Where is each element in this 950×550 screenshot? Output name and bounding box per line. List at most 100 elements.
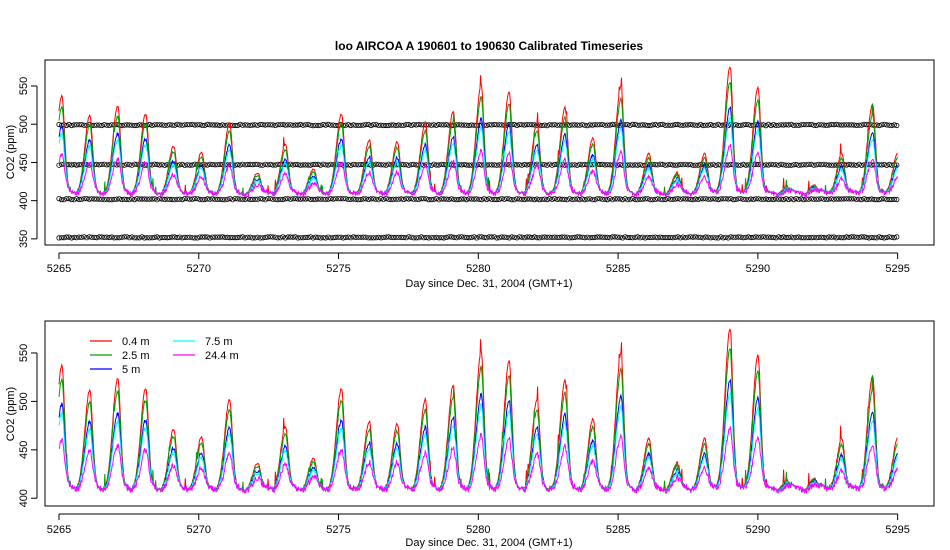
calibration-point [796, 162, 802, 168]
calibration-point [713, 196, 719, 202]
calibration-point [803, 122, 809, 128]
calibration-point [592, 122, 598, 128]
calibration-point [260, 235, 266, 241]
calibration-point [572, 162, 578, 168]
calibration-point [851, 234, 857, 240]
calibration-point [320, 161, 326, 167]
calibration-point [114, 235, 120, 241]
calibration-point [182, 122, 188, 128]
calibration-point [353, 196, 359, 202]
calibration-point [172, 197, 178, 203]
calibration-point [431, 196, 437, 202]
calibration-point [594, 122, 601, 128]
calibration-point [745, 197, 752, 203]
calibration-point [212, 196, 218, 202]
legend-label: 5 m [122, 364, 140, 376]
calibration-point [594, 196, 601, 202]
calibration-point [250, 196, 256, 202]
calibration-point [265, 234, 271, 240]
calibration-point [707, 235, 714, 241]
x-tick-label: 5270 [187, 524, 211, 536]
calibration-point [836, 122, 842, 128]
calibration-point [564, 234, 570, 240]
calibration-point [687, 196, 694, 202]
calibration-point [363, 196, 369, 202]
calibration-point [207, 122, 213, 128]
calibration-point [627, 234, 633, 241]
calibration-point [275, 122, 281, 128]
calibration-point [637, 196, 643, 202]
calibration-point [119, 196, 125, 203]
calibration-point [255, 122, 261, 128]
calibration-point [685, 122, 691, 128]
top-panel: loo AIRCOA A 190601 to 190630 Calibrated… [5, 39, 935, 290]
calibration-point [441, 196, 447, 202]
calibration-point [796, 122, 802, 129]
calibration-point [154, 122, 160, 128]
calibration-point [187, 162, 193, 168]
calibration-point [687, 121, 694, 128]
calibration-point [441, 235, 447, 241]
calibration-point [524, 196, 530, 202]
calibration-point [831, 122, 837, 128]
calibration-point [355, 122, 361, 129]
calibration-point [174, 196, 180, 202]
calibration-point [413, 235, 419, 241]
calibration-point [76, 122, 82, 128]
calibration-point [599, 234, 606, 240]
calibration-point [798, 162, 804, 168]
calibration-point [242, 196, 248, 202]
calibration-point [592, 197, 598, 203]
calibration-point [81, 196, 87, 202]
calibration-point [104, 122, 110, 128]
calibration-point [147, 196, 153, 202]
series-line-24-4-m [58, 426, 899, 495]
calibration-point [546, 196, 553, 202]
calibration-point [796, 234, 802, 240]
calibration-point [116, 196, 123, 202]
calibration-point [310, 161, 316, 168]
calibration-point [481, 234, 487, 240]
calibration-point [373, 196, 379, 202]
calibration-point [74, 122, 80, 128]
calibration-point [91, 122, 97, 128]
calibration-point [801, 235, 807, 241]
calibration-point [360, 234, 366, 240]
calibration-point [707, 196, 714, 202]
calibration-point [599, 196, 606, 202]
calibration-point [534, 235, 540, 241]
calibration-point [715, 235, 721, 241]
calibration-point [765, 121, 772, 128]
calibration-point [154, 161, 160, 168]
calibration-point [184, 234, 190, 240]
calibration-point [569, 162, 575, 168]
calibration-point [373, 161, 379, 167]
top-x-axis: 5265 5270 5275 5280 5285 5290 5295 [47, 252, 910, 275]
calibration-point [521, 196, 528, 203]
calibration-point [343, 196, 349, 202]
calibration-point [307, 122, 314, 128]
calibration-point [869, 234, 875, 241]
calibration-point [335, 196, 341, 202]
calibration-point [574, 196, 580, 202]
calibration-point [463, 162, 470, 168]
calibration-point [189, 162, 195, 168]
calibration-point [569, 122, 575, 128]
calibration-point [645, 234, 651, 240]
calibration-point [856, 122, 862, 128]
calibration-point [707, 121, 714, 128]
calibration-point [866, 196, 872, 202]
calibration-point [871, 196, 877, 203]
calibration-point [209, 122, 216, 128]
calibration-point [398, 234, 404, 240]
bottom-plot-frame [44, 320, 935, 507]
calibration-point [811, 234, 817, 240]
x-tick-label: 5290 [746, 524, 770, 536]
calibration-point [413, 122, 419, 128]
calibration-point [312, 234, 319, 240]
calibration-point [816, 161, 822, 167]
calibration-point [426, 235, 432, 241]
calibration-point [282, 235, 288, 241]
calibration-point [91, 234, 97, 240]
calibration-point [758, 234, 764, 240]
